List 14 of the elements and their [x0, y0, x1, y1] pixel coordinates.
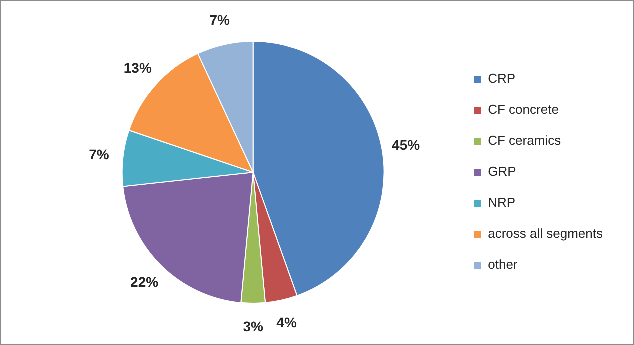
legend-label: GRP: [488, 164, 516, 180]
legend-label: CF ceramics: [488, 133, 562, 148]
legend-label: CRP: [488, 71, 516, 86]
data-label: 3%: [243, 318, 264, 334]
data-label: 7%: [89, 146, 110, 163]
legend-label: other: [488, 257, 518, 272]
data-label: 22%: [130, 274, 160, 290]
legend-label: across all segments: [488, 226, 604, 242]
data-label: 45%: [392, 136, 421, 153]
data-label: 4%: [276, 314, 298, 331]
legend-label: CF concrete: [488, 102, 559, 118]
data-label: 7%: [210, 12, 230, 28]
data-label: 13%: [124, 60, 152, 76]
legend-label: NRP: [488, 195, 516, 210]
